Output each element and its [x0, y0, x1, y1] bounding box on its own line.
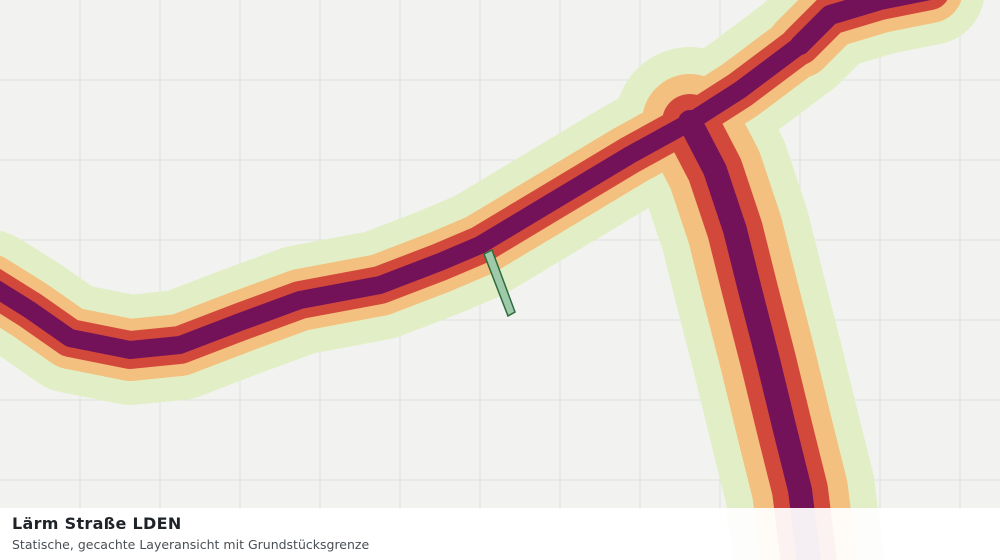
- parcel-boundary: [483, 248, 516, 318]
- layer-subtitle: Statische, gecachte Layeransicht mit Gru…: [12, 537, 370, 552]
- noise-layer: [0, 0, 930, 560]
- legend-footer: Lärm Straße LDEN Statische, gecachte Lay…: [0, 508, 1000, 560]
- layer-title: Lärm Straße LDEN: [12, 514, 182, 533]
